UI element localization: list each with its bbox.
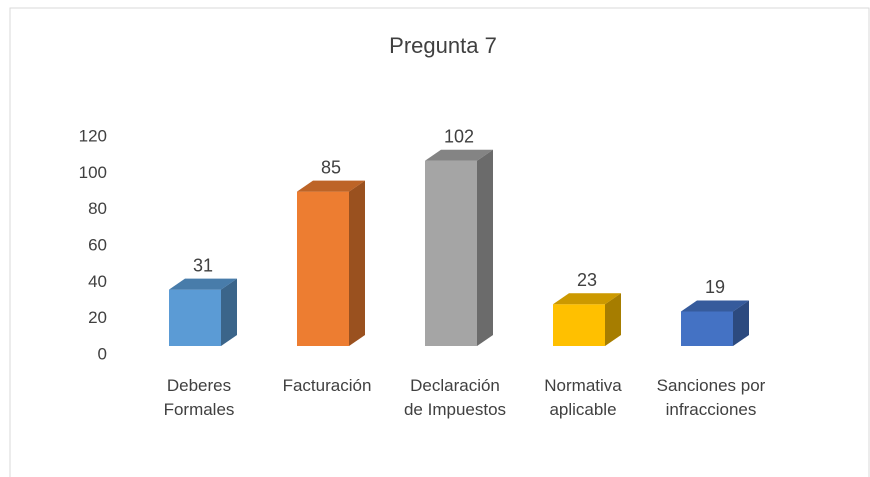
bar-front xyxy=(425,160,477,346)
bar-top xyxy=(553,293,621,305)
bar-top-shade xyxy=(425,149,493,161)
bar-top xyxy=(169,278,237,290)
bar-side xyxy=(477,149,493,346)
bar-side xyxy=(605,293,621,346)
y-tick-label: 100 xyxy=(79,163,107,182)
data-label: 19 xyxy=(705,277,725,297)
bar xyxy=(169,278,237,346)
y-tick-label: 40 xyxy=(88,272,107,291)
data-label: 85 xyxy=(321,157,341,177)
bar-top-shade xyxy=(681,300,749,312)
x-tick-label: Normativa aplicable xyxy=(544,376,622,419)
bar-top xyxy=(681,300,749,312)
chart-border xyxy=(9,7,870,477)
x-tick-label: Sanciones por infracciones xyxy=(656,376,766,419)
bar-side xyxy=(733,300,749,346)
x-tick-label: Deberes Formales xyxy=(163,376,235,419)
bar-front xyxy=(553,304,605,346)
bar-top xyxy=(425,149,493,161)
chart-title: Pregunta 7 xyxy=(389,33,497,58)
bar xyxy=(297,180,365,346)
bar-side xyxy=(221,278,237,346)
x-tick-label: Facturación xyxy=(282,376,372,395)
bar-side-shade xyxy=(477,149,493,346)
bar-front xyxy=(169,289,221,346)
bar-top-shade xyxy=(169,278,237,290)
y-tick-label: 0 xyxy=(98,344,107,363)
y-tick-label: 20 xyxy=(88,308,107,327)
bar xyxy=(425,149,493,346)
y-tick-label: 120 xyxy=(79,126,107,145)
data-label: 102 xyxy=(444,126,474,146)
bar xyxy=(681,300,749,346)
bar-side-shade xyxy=(349,180,365,346)
bar xyxy=(553,293,621,346)
data-label: 31 xyxy=(193,255,213,275)
bar-top-shade xyxy=(297,180,365,192)
bar-front xyxy=(681,311,733,346)
data-label: 23 xyxy=(577,270,597,290)
bar-top xyxy=(297,180,365,192)
bar-top-shade xyxy=(553,293,621,305)
bar-side xyxy=(349,180,365,346)
bar-side-shade xyxy=(733,300,749,346)
y-tick-label: 80 xyxy=(88,199,107,218)
bar-side-shade xyxy=(221,278,237,346)
x-tick-label: Declaración de Impuestos xyxy=(403,376,507,419)
bar-front xyxy=(297,191,349,346)
bar-side-shade xyxy=(605,293,621,346)
y-tick-label: 60 xyxy=(88,235,107,254)
